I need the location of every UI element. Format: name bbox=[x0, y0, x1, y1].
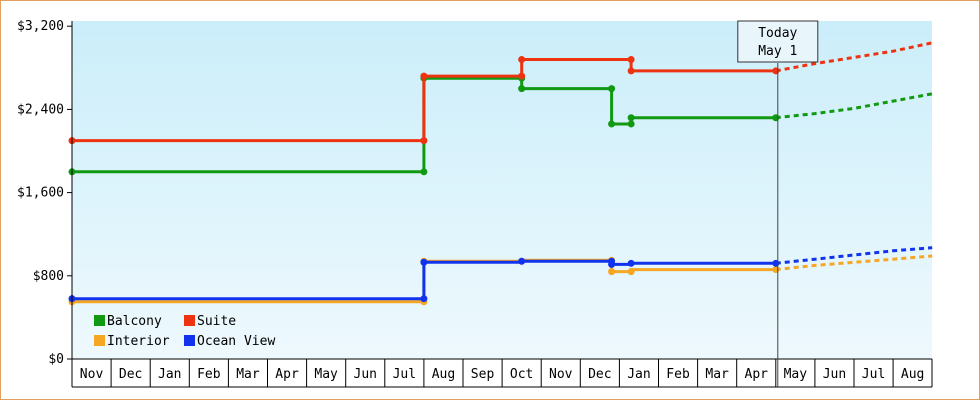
legend: Balcony Suite Interior Ocean View bbox=[94, 314, 275, 349]
y-tick-label: $1,600 bbox=[17, 186, 64, 201]
legend-swatch-balcony bbox=[94, 315, 105, 326]
today-marker: Today May 1 bbox=[737, 20, 819, 387]
month-label: May bbox=[784, 367, 808, 382]
y-tick-label: $3,200 bbox=[17, 19, 64, 34]
data-point-suite bbox=[627, 67, 635, 75]
data-point-suite bbox=[627, 55, 635, 63]
month-label: Jan bbox=[158, 367, 181, 382]
y-tick-label: $2,400 bbox=[17, 102, 64, 117]
month-label: Apr bbox=[275, 367, 299, 382]
today-label: Today bbox=[758, 26, 797, 41]
data-point-balcony bbox=[608, 85, 616, 93]
data-point-ocean-view bbox=[420, 258, 428, 266]
data-point-suite bbox=[518, 72, 526, 80]
legend-swatch-suite bbox=[184, 315, 195, 326]
month-label: Nov bbox=[549, 367, 573, 382]
series-layer bbox=[68, 41, 933, 306]
series-forecast-interior bbox=[775, 254, 933, 272]
legend-label-interior: Interior bbox=[107, 334, 170, 349]
data-point-suite bbox=[420, 137, 428, 145]
month-label: Mar bbox=[236, 367, 260, 382]
data-point-interior bbox=[608, 268, 616, 276]
legend-swatch-interior bbox=[94, 335, 105, 346]
month-label: Sep bbox=[471, 367, 495, 382]
legend-label-ocean-view: Ocean View bbox=[197, 334, 275, 349]
month-label: Jan bbox=[627, 367, 650, 382]
legend-label-balcony: Balcony bbox=[107, 314, 162, 329]
data-point-ocean-view bbox=[608, 260, 616, 268]
month-label: Feb bbox=[666, 367, 690, 382]
data-point-balcony bbox=[420, 168, 428, 176]
data-point-balcony bbox=[627, 120, 635, 128]
legend-swatch-ocean-view bbox=[184, 335, 195, 346]
month-label: Jun bbox=[354, 367, 377, 382]
month-label: Aug bbox=[432, 367, 455, 382]
data-point-ocean-view bbox=[627, 259, 635, 267]
month-label: Feb bbox=[197, 367, 221, 382]
month-label: Oct bbox=[510, 367, 533, 382]
axis-layer: $0 $800 $1,600 $2,400 $3,200 Nov Dec Jan Feb Mar A… bbox=[17, 19, 933, 388]
data-point-suite bbox=[420, 72, 428, 80]
data-point-suite bbox=[518, 55, 526, 63]
y-tick-label: $800 bbox=[33, 269, 64, 284]
month-label: Aug bbox=[901, 367, 924, 382]
month-label: May bbox=[314, 367, 338, 382]
data-point-balcony bbox=[518, 85, 526, 93]
month-label: Jul bbox=[862, 367, 885, 382]
data-point-balcony bbox=[608, 120, 616, 128]
data-point-interior bbox=[627, 268, 635, 276]
month-label: Apr bbox=[745, 367, 769, 382]
data-point-ocean-view bbox=[420, 295, 428, 303]
today-date: May 1 bbox=[758, 44, 797, 59]
legend-label-suite: Suite bbox=[197, 314, 236, 329]
y-tick-label: $0 bbox=[48, 352, 64, 367]
month-label: Nov bbox=[80, 367, 104, 382]
plot-background bbox=[72, 21, 932, 359]
data-point-ocean-view bbox=[518, 257, 526, 265]
month-label: Jul bbox=[393, 367, 416, 382]
month-label: Jun bbox=[823, 367, 846, 382]
month-label: Mar bbox=[705, 367, 729, 382]
month-label: Dec bbox=[588, 367, 611, 382]
today-box bbox=[737, 20, 819, 63]
month-label: Dec bbox=[119, 367, 142, 382]
data-point-balcony bbox=[627, 114, 635, 122]
